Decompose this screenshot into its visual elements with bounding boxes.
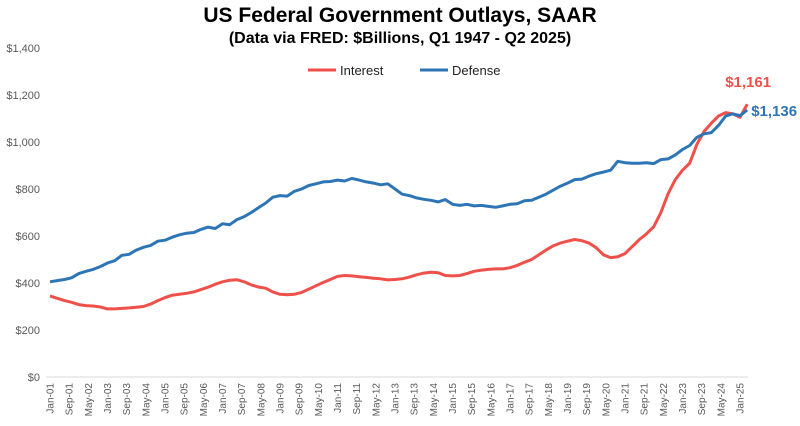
x-tick-label: Jan-21 <box>621 383 632 414</box>
x-tick-label: May-20 <box>601 383 612 417</box>
x-tick-label: Sep-01 <box>65 383 76 416</box>
x-tick-label: Jan-23 <box>678 383 689 414</box>
x-tick-label: Sep-11 <box>352 383 363 415</box>
chart-subtitle: (Data via FRED: $Billions, Q1 1947 - Q2 … <box>228 30 572 47</box>
y-tick-label: $600 <box>16 231 40 243</box>
y-tick-label: $200 <box>16 325 40 337</box>
x-tick-label: Jan-17 <box>506 383 517 414</box>
x-tick-label: Sep-03 <box>122 383 133 416</box>
x-tick-label: May-10 <box>314 383 325 417</box>
x-tick-label: Sep-07 <box>237 383 248 416</box>
x-tick-label: Jan-07 <box>218 383 229 414</box>
x-tick-label: Sep-17 <box>525 383 536 416</box>
x-tick-label: Sep-21 <box>640 383 651 416</box>
x-tick-label: May-24 <box>716 383 727 417</box>
y-tick-label: $800 <box>16 184 40 196</box>
x-tick-label: Jan-25 <box>736 383 747 414</box>
end-label-interest: $1,161 <box>725 74 771 91</box>
x-tick-label: Sep-09 <box>295 383 306 416</box>
y-tick-label: $400 <box>16 278 40 290</box>
x-tick-label: Jan-15 <box>448 383 459 414</box>
chart-title: US Federal Government Outlays, SAAR <box>203 4 597 27</box>
x-tick-label: Sep-13 <box>410 383 421 416</box>
x-tick-label: May-12 <box>371 383 382 417</box>
y-tick-label: $0 <box>28 372 40 384</box>
x-tick-label: May-14 <box>429 383 440 417</box>
legend-label-defense: Defense <box>452 63 500 78</box>
x-tick-label: Jan-05 <box>161 383 172 414</box>
x-tick-label: May-16 <box>486 383 497 417</box>
y-tick-label: $1,400 <box>6 43 40 55</box>
x-tick-label: Jan-09 <box>276 383 287 414</box>
x-tick-label: Sep-19 <box>582 383 593 416</box>
y-tick-label: $1,200 <box>6 90 40 102</box>
y-tick-label: $1,000 <box>6 137 40 149</box>
x-tick-label: Jan-11 <box>333 383 344 413</box>
x-tick-label: May-06 <box>199 383 210 417</box>
x-tick-label: Jan-03 <box>103 383 114 414</box>
x-tick-label: May-04 <box>141 383 152 417</box>
x-tick-label: Sep-15 <box>467 383 478 416</box>
x-tick-label: Sep-05 <box>180 383 191 416</box>
x-tick-label: Jan-13 <box>391 383 402 414</box>
x-tick-label: May-22 <box>659 383 670 417</box>
x-tick-label: May-08 <box>256 383 267 417</box>
x-tick-label: Jan-19 <box>563 383 574 414</box>
x-tick-label: Sep-23 <box>697 383 708 416</box>
legend: Interest Defense <box>308 63 500 78</box>
x-tick-label: May-02 <box>84 383 95 417</box>
x-tick-label: May-18 <box>544 383 555 417</box>
legend-label-interest: Interest <box>340 63 384 78</box>
series-line-interest <box>49 103 749 311</box>
x-tick-label: Jan-01 <box>46 383 57 414</box>
end-label-defense: $1,136 <box>751 103 797 120</box>
series-line-defense <box>49 108 749 284</box>
